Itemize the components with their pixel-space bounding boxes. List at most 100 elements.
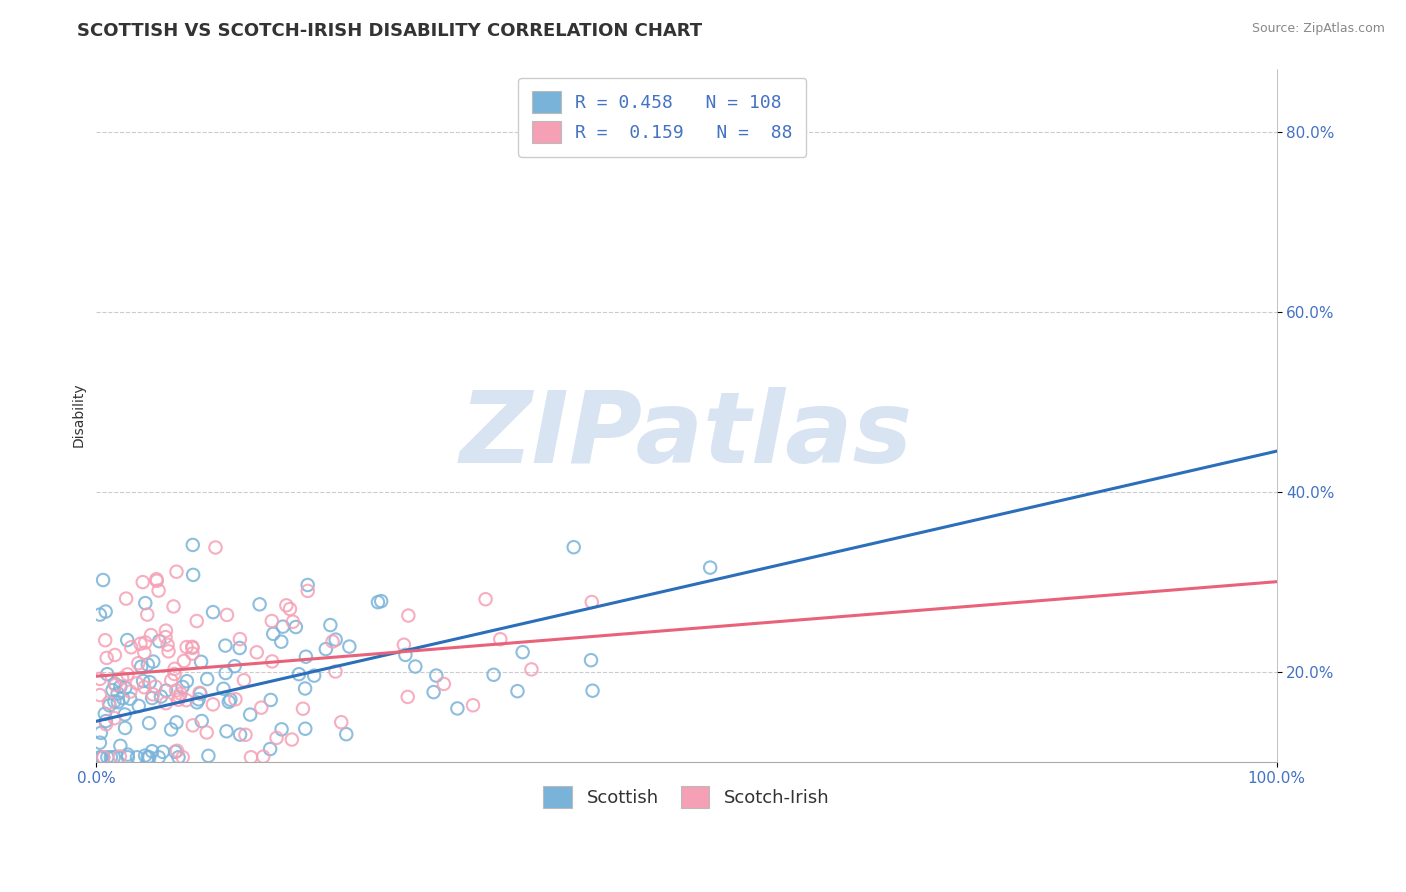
Point (129, 637, 152, 651)
Point (246, 645, 269, 659)
Point (91, 573, 114, 587)
Point (294, 722, 316, 736)
Point (260, 614, 283, 628)
Point (96, 667, 118, 681)
Point (201, 698, 224, 712)
Point (139, 675, 162, 690)
Point (104, 711, 127, 725)
Point (202, 605, 225, 619)
Point (233, 673, 256, 688)
Point (325, 665, 347, 679)
Point (120, 691, 142, 706)
Point (97, 696, 120, 710)
Point (195, 672, 218, 686)
Point (173, 654, 195, 668)
Point (276, 599, 298, 613)
Point (163, 667, 186, 681)
Point (169, 687, 191, 701)
Point (367, 595, 389, 609)
Point (422, 685, 444, 699)
Point (125, 676, 148, 690)
Point (142, 655, 165, 669)
Point (152, 745, 174, 759)
Point (134, 635, 156, 649)
Point (148, 634, 170, 648)
Point (157, 644, 180, 658)
Point (270, 723, 292, 737)
Point (94, 706, 117, 721)
Point (219, 692, 242, 706)
Point (176, 674, 198, 689)
Point (181, 567, 204, 582)
Point (433, 677, 456, 691)
Point (188, 687, 211, 701)
Point (294, 681, 316, 696)
Point (172, 750, 194, 764)
Point (461, 698, 484, 713)
Point (91, 750, 114, 764)
Point (699, 560, 721, 574)
Point (101, 683, 124, 698)
Point (117, 750, 139, 764)
Point (239, 707, 262, 722)
Point (325, 632, 347, 647)
Point (104, 678, 127, 692)
Legend: Scottish, Scotch-Irish: Scottish, Scotch-Irish (536, 779, 837, 815)
Text: SCOTTISH VS SCOTCH-IRISH DISABILITY CORRELATION CHART: SCOTTISH VS SCOTCH-IRISH DISABILITY CORR… (77, 22, 703, 40)
Point (176, 693, 198, 707)
Point (146, 574, 169, 588)
Point (111, 691, 134, 706)
Text: Source: ZipAtlas.com: Source: ZipAtlas.com (1251, 22, 1385, 36)
Point (132, 673, 155, 688)
Point (127, 657, 149, 671)
Point (229, 728, 252, 742)
Point (474, 592, 496, 607)
Point (392, 638, 415, 652)
Point (120, 640, 142, 655)
Point (215, 607, 238, 622)
Point (197, 748, 219, 763)
Point (506, 684, 529, 698)
Point (156, 638, 179, 652)
Point (117, 747, 139, 762)
Point (260, 693, 283, 707)
Point (212, 681, 235, 696)
Point (155, 624, 177, 638)
Point (181, 647, 204, 661)
Point (149, 690, 172, 704)
Point (129, 659, 152, 673)
Point (581, 683, 603, 698)
Point (107, 695, 129, 709)
Point (330, 715, 353, 730)
Point (160, 723, 183, 737)
Point (155, 683, 177, 698)
Y-axis label: Disability: Disability (72, 383, 86, 448)
Point (100, 750, 122, 764)
Point (271, 620, 294, 634)
Point (89, 750, 111, 764)
Point (104, 677, 127, 691)
Point (482, 667, 505, 681)
Point (111, 671, 134, 685)
Point (224, 659, 246, 673)
Point (94, 605, 117, 619)
Point (141, 744, 163, 758)
Point (94, 714, 117, 728)
Point (262, 654, 284, 668)
Point (224, 692, 246, 706)
Point (104, 648, 127, 662)
Point (240, 750, 263, 764)
Point (148, 583, 170, 598)
Point (181, 640, 204, 654)
Point (114, 721, 136, 735)
Point (117, 667, 139, 681)
Point (278, 602, 301, 616)
Point (94, 717, 117, 731)
Point (214, 639, 236, 653)
Point (134, 680, 156, 694)
Point (120, 684, 142, 698)
Point (195, 725, 218, 739)
Point (110, 680, 132, 694)
Point (322, 634, 344, 648)
Point (188, 686, 211, 700)
